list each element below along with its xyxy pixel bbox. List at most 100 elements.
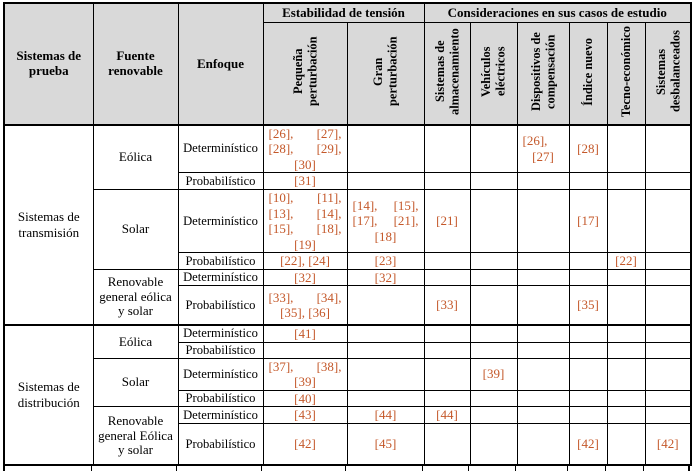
citation-cell xyxy=(423,123,471,174)
citation-cell[interactable]: [32] xyxy=(346,268,425,287)
citation-cell xyxy=(606,389,646,408)
citation-cell xyxy=(516,357,570,391)
citation-cell[interactable]: [33], [34], [35], [36] xyxy=(262,285,348,326)
citation-cell xyxy=(568,268,608,287)
stub-cell-wall xyxy=(177,466,262,471)
citation-cell xyxy=(469,406,518,424)
citation-cell[interactable]: [17] xyxy=(568,188,608,254)
approach-cell: Determinístico xyxy=(177,123,264,174)
citation-cell xyxy=(346,323,425,343)
citation-cell xyxy=(346,172,425,190)
citation-cell[interactable]: [35] xyxy=(568,285,608,326)
table-wrapper: Sistemas de prueba Fuente renovable Enfo… xyxy=(3,2,693,471)
header-indice-nuevo-label: Índice nuevo xyxy=(580,37,595,106)
header-group-consideraciones: Consideraciones en sus casos de estudio xyxy=(423,2,692,23)
citation-cell xyxy=(423,172,471,190)
citation-cell xyxy=(469,341,518,359)
citation-cell xyxy=(423,422,471,467)
citation-cell xyxy=(423,268,471,287)
citation-cell xyxy=(423,341,471,359)
citation-cell xyxy=(516,188,570,254)
citation-cell[interactable]: [44] xyxy=(423,406,471,424)
approach-cell: Determinístico xyxy=(177,188,264,254)
citation-cell xyxy=(644,285,692,326)
table-header: Sistemas de prueba Fuente renovable Enfo… xyxy=(3,2,692,126)
stub-cell-wall xyxy=(346,466,423,471)
citation-cell xyxy=(469,323,518,343)
citation-cell xyxy=(644,172,692,190)
citation-cell xyxy=(469,268,518,287)
citation-cell xyxy=(568,341,608,359)
citation-cell[interactable]: [44] xyxy=(346,406,425,424)
citation-cell xyxy=(469,172,518,190)
citation-cell xyxy=(644,406,692,424)
citation-cell[interactable]: [43] xyxy=(262,406,348,424)
citation-cell xyxy=(423,357,471,391)
citation-cell xyxy=(262,341,348,359)
header-vehiculos-electricos-label: Vehículos eléctricos xyxy=(479,46,508,97)
citation-cell[interactable]: [26], [27] xyxy=(516,123,570,174)
citation-cell xyxy=(644,323,692,343)
literature-review-table: Sistemas de prueba Fuente renovable Enfo… xyxy=(3,2,693,467)
table-body: Sistemas de transmisión Eólica Determiníst… xyxy=(3,123,692,467)
citation-cell[interactable]: [10], [11], [13], [14], [15], [18], [19] xyxy=(262,188,348,254)
citation-cell[interactable]: [37], [38], [39] xyxy=(262,357,348,391)
citation-cell[interactable]: [22] xyxy=(606,252,646,270)
citation-cell xyxy=(568,406,608,424)
citation-cell xyxy=(346,123,425,174)
citation-cell[interactable]: [42] xyxy=(262,422,348,467)
citation-cell[interactable]: [33] xyxy=(423,285,471,326)
citation-cell[interactable]: [45] xyxy=(346,422,425,467)
citation-cell xyxy=(469,188,518,254)
citation-cell xyxy=(516,406,570,424)
table-row: Probabilístico [22], [24] [23] [22] xyxy=(4,252,692,270)
header-fuente-renovable: Fuente renovable xyxy=(92,2,179,126)
approach-cell: Determinístico xyxy=(177,268,264,287)
citation-cell[interactable]: [42] xyxy=(568,422,608,467)
header-gran-perturbacion: Gran perturbación xyxy=(346,21,425,126)
header-sistemas-desbalanceados-label: Sistemas desbalanceados xyxy=(653,30,682,113)
header-enfoque: Enfoque xyxy=(177,2,264,126)
citation-cell xyxy=(606,123,646,174)
citation-cell xyxy=(568,252,608,270)
citation-cell xyxy=(568,389,608,408)
citation-cell[interactable]: [14], [15], [17], [21], [18] xyxy=(346,188,425,254)
header-gran-perturbacion-label: Gran perturbación xyxy=(371,36,400,107)
system-cell: Sistemas de distribución xyxy=(3,323,94,466)
header-tecno-economico: Tecno-económico xyxy=(606,21,646,126)
system-cell: Sistemas de transmisión xyxy=(3,123,94,326)
citation-cell xyxy=(516,422,570,467)
header-dispositivos-de-compensacion: Dispositivos de compensación xyxy=(516,21,570,126)
citation-cell xyxy=(516,389,570,408)
citation-cell[interactable]: [41] xyxy=(262,323,348,343)
citation-cell[interactable]: [39] xyxy=(469,357,518,391)
table-row: Probabilístico [31] xyxy=(4,172,692,190)
citation-cell xyxy=(606,285,646,326)
citation-cell xyxy=(606,357,646,391)
citation-cell xyxy=(606,268,646,287)
citation-cell xyxy=(568,323,608,343)
table-row: Solar Determinístico [10], [11], [13], [14… xyxy=(4,188,692,270)
citation-cell[interactable]: [40] xyxy=(262,389,348,408)
citation-cell[interactable]: [28] xyxy=(568,123,608,174)
citation-cell[interactable]: [26], [27], [28], [29], [30] xyxy=(262,123,348,174)
citation-cell[interactable]: [42] xyxy=(644,422,692,467)
citation-cell xyxy=(516,323,570,343)
citation-cell xyxy=(516,285,570,326)
header-band-criteria: Pequeña perturbación Gran perturbación S… xyxy=(4,21,692,126)
citation-cell[interactable]: [31] xyxy=(262,172,348,190)
citation-cell xyxy=(516,268,570,287)
citation-cell xyxy=(606,323,646,343)
citation-cell[interactable]: [22], [24] xyxy=(262,252,348,270)
citation-cell xyxy=(346,389,425,408)
header-sistemas-de-prueba: Sistemas de prueba xyxy=(3,2,94,126)
citation-cell[interactable]: [21] xyxy=(423,188,471,254)
source-cell: Eólica xyxy=(92,123,179,190)
approach-cell: Determinístico xyxy=(177,357,264,391)
citation-cell[interactable]: [32] xyxy=(262,268,348,287)
source-cell: Renovable general Eólica y solar xyxy=(92,406,179,466)
citation-cell xyxy=(346,357,425,391)
citation-cell[interactable]: [23] xyxy=(346,252,425,270)
citation-cell xyxy=(568,172,608,190)
